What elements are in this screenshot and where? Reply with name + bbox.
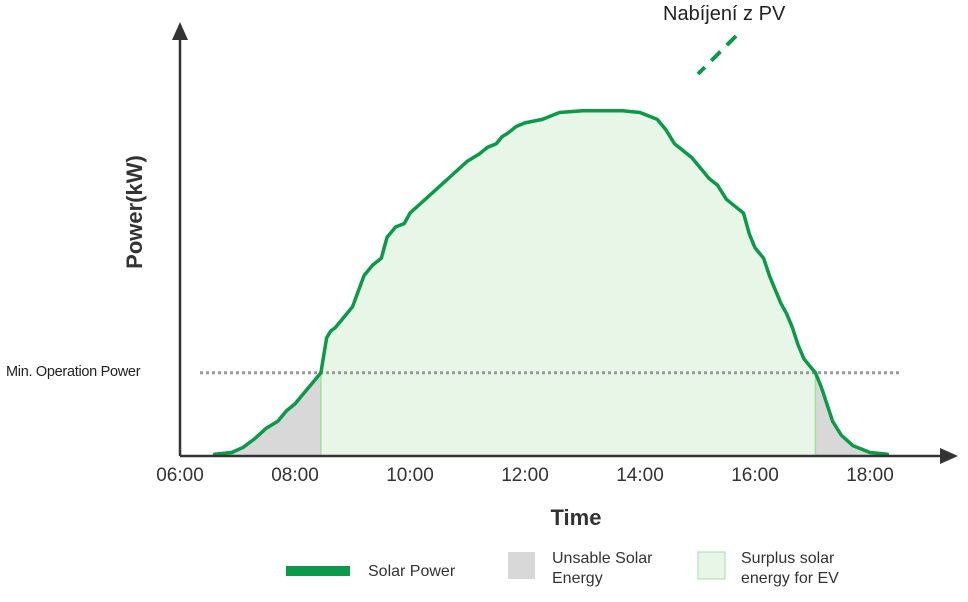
legend-unusable-label-1: Unsable Solar	[552, 550, 653, 567]
legend-unusable-swatch	[508, 552, 535, 579]
x-axis-label: Time	[551, 505, 602, 530]
unusable-area-evening	[815, 372, 888, 456]
x-tick-label: 08:00	[271, 465, 319, 486]
unusable-area-morning	[214, 372, 321, 456]
chart-annotation: Nabíjení z PV	[663, 3, 786, 25]
annotation-dash-icon	[696, 34, 738, 76]
legend-surplus-label-2: energy for EV	[741, 570, 839, 587]
legend-solar-swatch	[286, 566, 350, 576]
legend-unusable-label-2: Energy	[552, 570, 603, 587]
legend-surplus-swatch	[697, 551, 726, 580]
x-tick-label: 18:00	[846, 465, 894, 486]
x-tick-label: 14:00	[616, 465, 664, 486]
chart-areas	[214, 110, 888, 456]
curve-layer	[212, 108, 890, 457]
legend: Solar Power Unsable Solar Energy Surplus…	[286, 550, 839, 587]
x-tick-label: 10:00	[386, 465, 434, 486]
y-axis-label: Power(kW)	[122, 155, 147, 269]
x-tick-label: 06:00	[156, 465, 204, 486]
legend-solar-label: Solar Power	[368, 563, 456, 580]
x-tick-labels: 06:00 08:00 10:00 12:00 14:00 16:00 18:00	[156, 465, 894, 486]
solar-power-line	[212, 108, 890, 457]
axes	[172, 22, 958, 464]
x-tick-label: 16:00	[731, 465, 779, 486]
y-axis-arrow-icon	[172, 22, 188, 40]
legend-surplus-label-1: Surplus solar	[741, 550, 835, 567]
min-operation-label: Min. Operation Power	[6, 364, 141, 380]
x-axis-arrow-icon	[940, 448, 958, 464]
x-tick-label: 12:00	[501, 465, 549, 486]
surplus-area	[320, 110, 816, 456]
